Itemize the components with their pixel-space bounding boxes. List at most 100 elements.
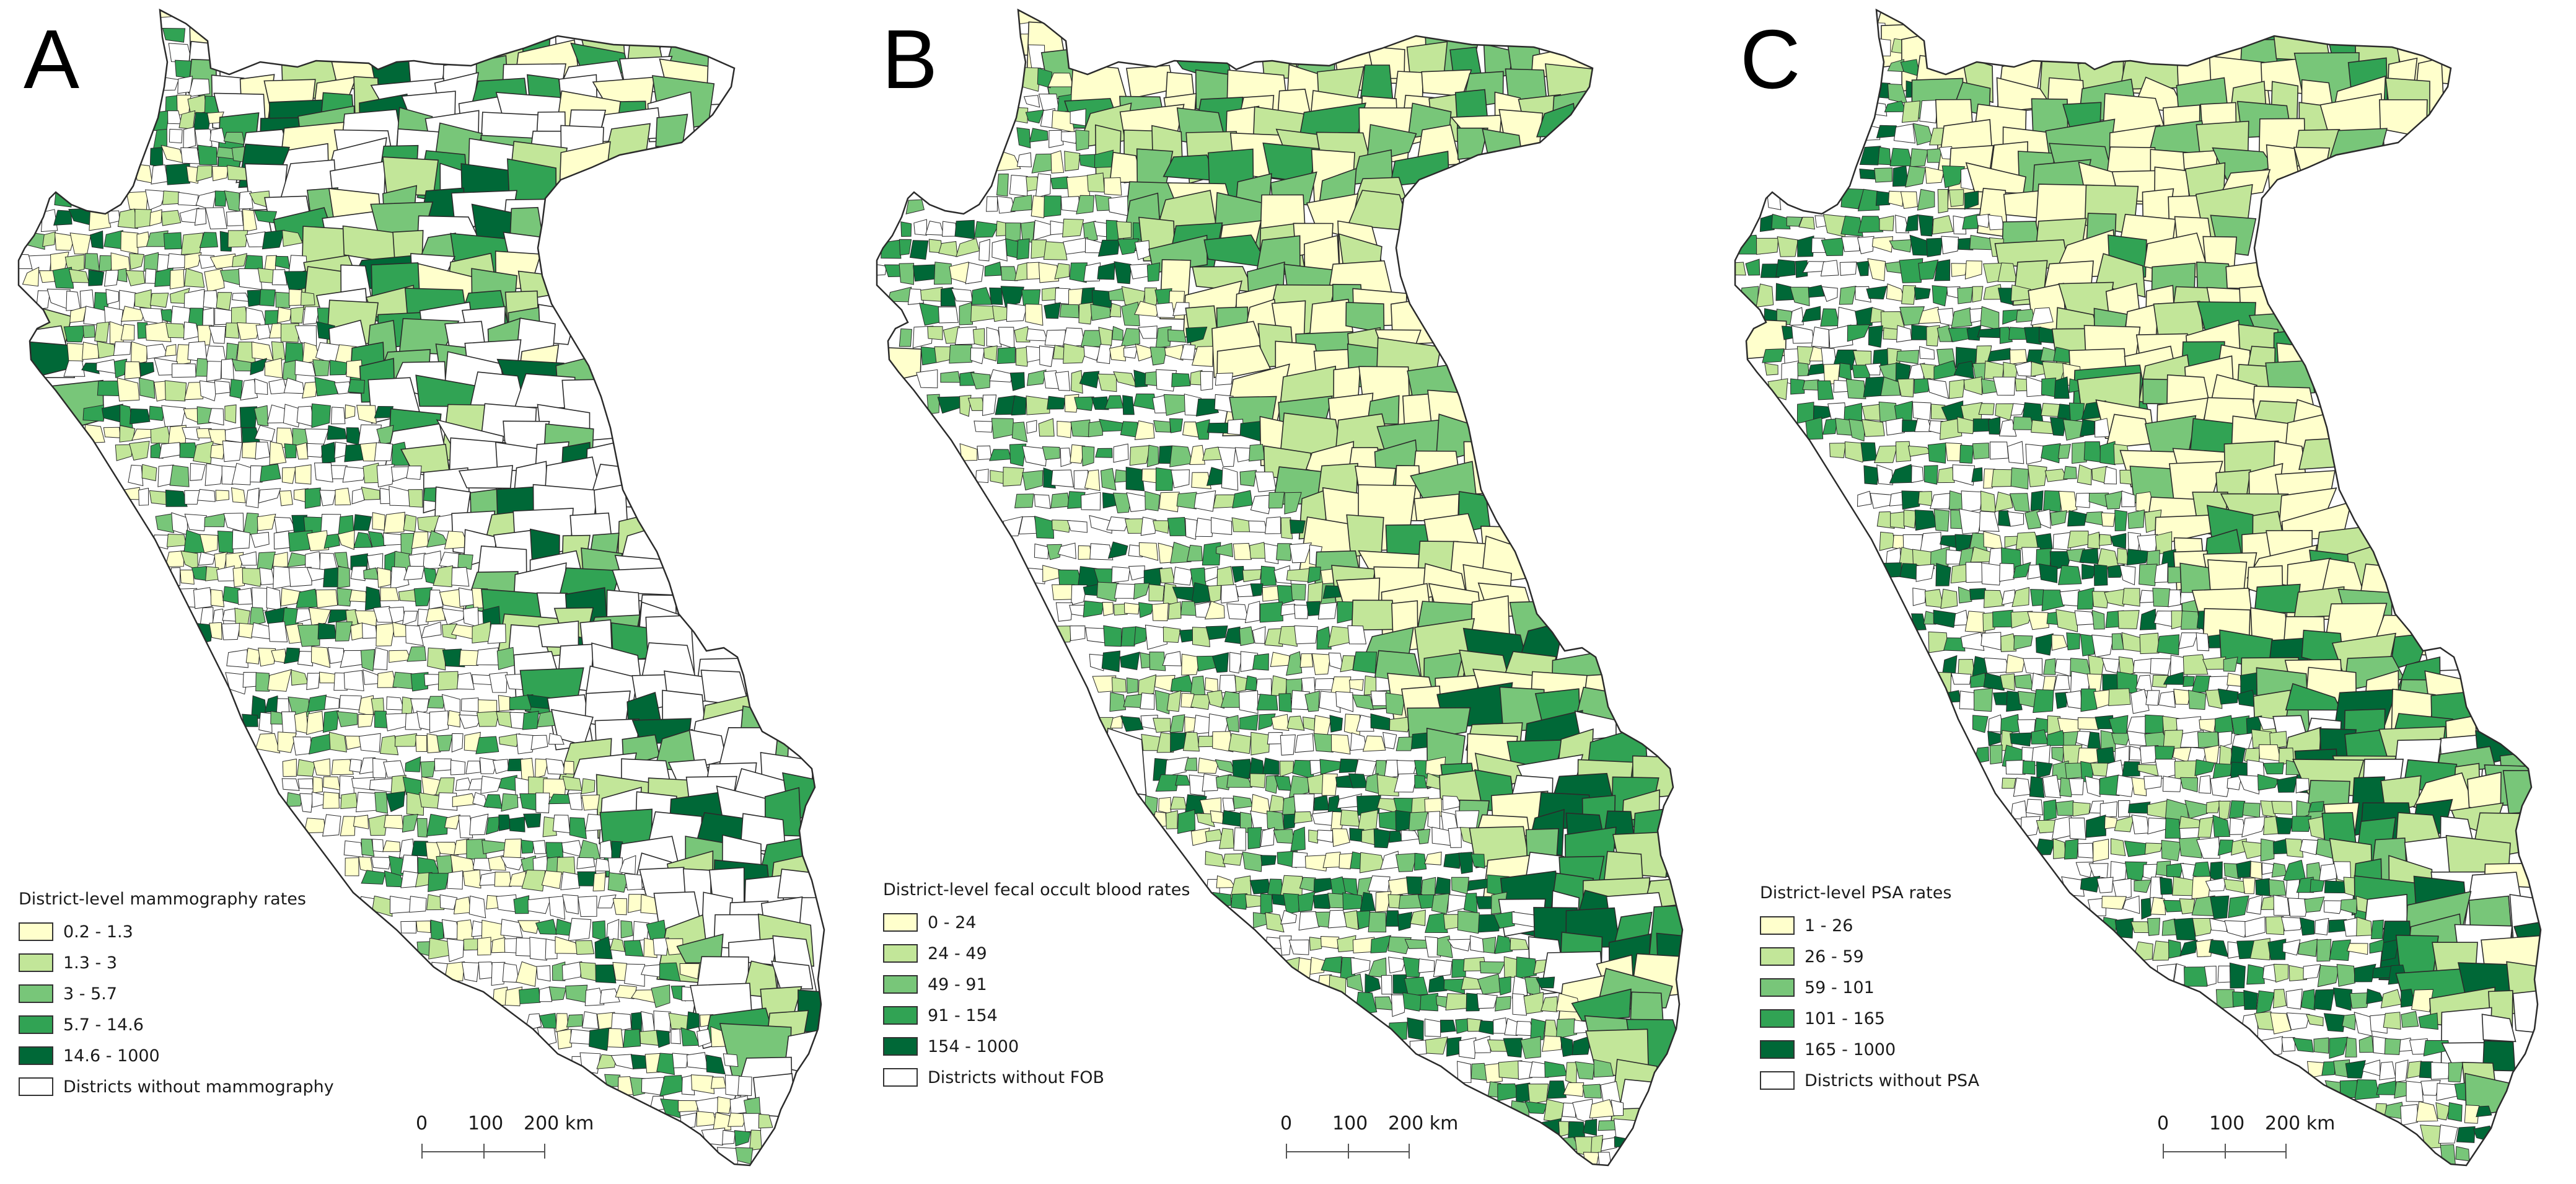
district-polygon <box>989 369 1013 382</box>
district-polygon <box>343 669 364 692</box>
district-polygon <box>1150 347 1167 366</box>
district-polygon <box>916 369 938 389</box>
district-polygon <box>607 857 623 875</box>
district-polygon <box>1125 466 1145 492</box>
district-polygon <box>2043 658 2056 675</box>
district-polygon <box>2080 875 2101 893</box>
district-polygon <box>1138 542 1159 561</box>
district-polygon <box>145 321 172 342</box>
district-polygon <box>337 530 355 550</box>
legend-label: Districts without FOB <box>928 1067 1105 1087</box>
district-polygon <box>214 380 231 395</box>
district-polygon <box>978 239 990 262</box>
district-polygon <box>1304 690 1320 712</box>
district-polygon <box>1289 519 1306 534</box>
district-polygon <box>413 587 433 607</box>
district-polygon <box>1868 325 1883 348</box>
district-polygon <box>385 713 407 731</box>
district-polygon <box>2204 744 2220 764</box>
district-polygon <box>281 778 300 791</box>
district-polygon <box>2212 815 2230 837</box>
district-polygon <box>460 697 480 712</box>
district-polygon <box>1925 166 1945 184</box>
district-polygon <box>1396 852 1418 872</box>
district-polygon <box>367 531 386 547</box>
legend-swatch <box>883 1006 918 1025</box>
district-polygon <box>1322 851 1342 868</box>
district-polygon <box>1207 585 1221 603</box>
district-polygon <box>1262 758 1280 775</box>
district-polygon <box>1169 797 1187 810</box>
district-polygon <box>237 588 253 605</box>
district-polygon <box>1234 675 1248 692</box>
district-polygon <box>1378 811 1397 831</box>
district-polygon <box>1383 731 1397 749</box>
district-polygon <box>1264 628 1283 647</box>
district-polygon <box>696 1111 717 1127</box>
district-polygon <box>360 649 376 672</box>
district-polygon <box>2034 838 2056 855</box>
district-polygon <box>659 962 681 982</box>
district-polygon <box>1313 733 1334 753</box>
district-polygon <box>1829 443 1847 459</box>
district-polygon <box>149 405 165 422</box>
district-polygon <box>2295 777 2310 793</box>
district-polygon <box>66 343 85 365</box>
district-polygon <box>2083 441 2102 463</box>
district-polygon <box>193 587 213 609</box>
district-polygon <box>321 441 336 464</box>
district-polygon <box>989 449 1012 461</box>
district-polygon <box>129 441 150 461</box>
district-polygon <box>458 714 483 729</box>
district-polygon <box>2158 691 2176 708</box>
district-polygon <box>221 466 237 485</box>
district-polygon <box>377 567 391 588</box>
district-polygon <box>1135 240 1150 260</box>
district-polygon <box>1952 464 1976 486</box>
district-polygon <box>188 78 210 97</box>
district-polygon <box>624 963 646 987</box>
district-polygon <box>1316 626 1332 650</box>
district-polygon <box>1233 542 1252 560</box>
district-polygon <box>959 394 972 417</box>
district-polygon <box>1461 976 1482 990</box>
district-polygon <box>2271 800 2293 815</box>
district-polygon <box>1215 542 1233 557</box>
district-polygon <box>1293 604 1309 619</box>
district-polygon <box>1074 396 1094 411</box>
district-polygon <box>258 647 276 667</box>
district-polygon <box>620 920 633 939</box>
district-polygon <box>323 776 341 790</box>
district-polygon <box>2435 1102 2450 1121</box>
district-polygon <box>216 292 232 311</box>
district-polygon <box>1387 1022 1408 1041</box>
district-polygon <box>1342 892 1362 911</box>
district-polygon <box>1871 236 1893 253</box>
peru-district-map <box>1734 8 2542 1167</box>
district-polygon <box>609 938 626 952</box>
district-polygon <box>232 529 250 550</box>
district-polygon <box>2038 563 2058 583</box>
district-polygon <box>1376 774 1399 797</box>
district-polygon <box>940 371 961 383</box>
district-polygon <box>2383 1012 2401 1030</box>
district-polygon <box>1245 675 1257 691</box>
district-polygon <box>996 174 1009 197</box>
district-polygon <box>403 514 417 532</box>
district-polygon <box>255 733 281 754</box>
district-polygon <box>2159 877 2173 895</box>
district-polygon <box>742 1113 762 1133</box>
district-polygon <box>2512 989 2541 1034</box>
district-polygon <box>2027 464 2047 487</box>
district-polygon <box>1226 603 1249 621</box>
district-polygon <box>615 984 638 999</box>
district-polygon <box>1352 694 1374 710</box>
district-polygon <box>204 207 227 229</box>
district-polygon <box>1146 444 1159 467</box>
district-polygon <box>149 209 162 226</box>
district-polygon <box>2303 964 2321 979</box>
district-polygon <box>1895 441 1912 462</box>
district-polygon <box>548 986 567 1001</box>
district-polygon <box>2227 775 2242 790</box>
district-polygon <box>1006 303 1027 322</box>
